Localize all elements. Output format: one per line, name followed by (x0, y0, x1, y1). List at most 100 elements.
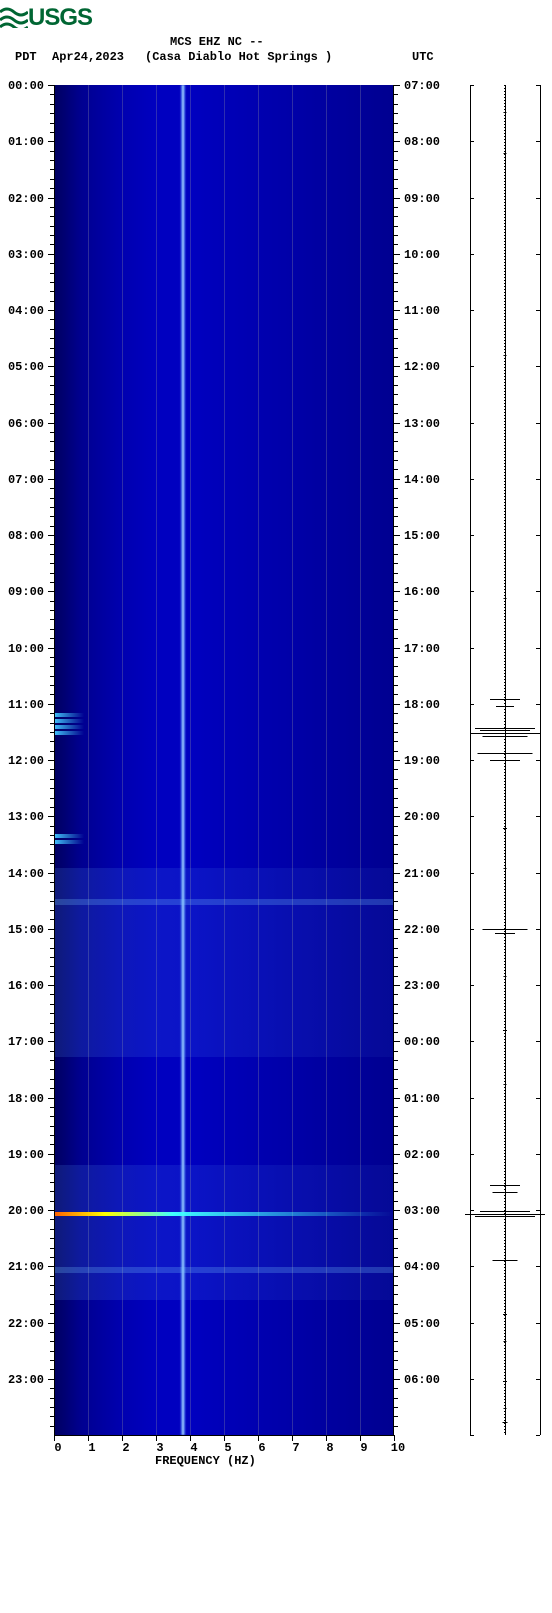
right-hour-tick (394, 1210, 400, 1211)
amp-noise (504, 1411, 506, 1412)
right-hour-label: 03:00 (404, 1204, 440, 1218)
amp-noise (504, 316, 506, 317)
amp-noise (504, 415, 506, 416)
amp-hour-tick (470, 929, 474, 930)
amp-noise (504, 850, 506, 851)
right-hour-label: 13:00 (404, 417, 440, 431)
left-minor-tick (50, 1426, 54, 1427)
right-minor-tick (394, 348, 398, 349)
amp-noise (504, 430, 506, 431)
amp-noise (504, 811, 506, 812)
amp-noise (504, 1051, 506, 1052)
amp-noise (504, 904, 506, 905)
left-hour-label: 06:00 (2, 417, 44, 431)
right-hour-label: 23:00 (404, 979, 440, 993)
amp-noise (504, 124, 506, 125)
amp-noise (504, 520, 506, 521)
amp-noise (504, 670, 506, 671)
amp-noise (504, 457, 506, 458)
amp-spike (504, 1341, 507, 1342)
right-minor-tick (394, 516, 398, 517)
amp-noise (504, 1072, 506, 1073)
left-minor-tick (50, 1163, 54, 1164)
amp-spike (503, 1030, 507, 1031)
right-hour-tick (394, 535, 400, 536)
left-hour-label: 21:00 (2, 1260, 44, 1274)
amp-noise (504, 637, 506, 638)
amp-noise (504, 463, 506, 464)
left-hour-label: 11:00 (2, 698, 44, 712)
left-hour-label: 04:00 (2, 304, 44, 318)
amp-hour-tick (470, 1210, 474, 1211)
amp-noise (504, 499, 506, 500)
right-minor-tick (394, 938, 398, 939)
amp-hour-tick (536, 873, 540, 874)
amp-noise (504, 1075, 506, 1076)
amp-noise (504, 448, 506, 449)
amp-noise (504, 1261, 506, 1262)
right-hour-tick (394, 310, 400, 311)
amp-noise (504, 916, 506, 917)
left-minor-tick (50, 460, 54, 461)
amp-noise (504, 1432, 506, 1433)
amp-noise (504, 271, 506, 272)
left-minor-tick (50, 976, 54, 977)
amp-noise (504, 1327, 506, 1328)
amp-spike (504, 112, 507, 113)
amp-noise (504, 352, 506, 353)
amp-noise (504, 190, 506, 191)
amp-noise (504, 274, 506, 275)
amp-noise (504, 268, 506, 269)
amp-noise (504, 862, 506, 863)
amp-noise (504, 829, 506, 830)
amp-noise (504, 331, 506, 332)
left-minor-tick (50, 273, 54, 274)
amp-noise (504, 1222, 506, 1223)
right-minor-tick (394, 1285, 398, 1286)
seismic-event-lowfreq (54, 834, 84, 838)
right-hour-tick (394, 198, 400, 199)
left-hour-tick (48, 1098, 54, 1099)
amp-noise (504, 241, 506, 242)
amp-noise (504, 289, 506, 290)
amp-noise (504, 688, 506, 689)
left-hour-label: 17:00 (2, 1035, 44, 1049)
right-minor-tick (394, 732, 398, 733)
amp-noise (504, 1144, 506, 1145)
amp-hour-tick (470, 310, 474, 311)
left-hour-tick (48, 985, 54, 986)
left-minor-tick (50, 788, 54, 789)
left-minor-tick (50, 1285, 54, 1286)
amp-noise (504, 541, 506, 542)
x-axis-title: FREQUENCY (HZ) (155, 1454, 256, 1468)
left-minor-tick (50, 526, 54, 527)
amp-spike (483, 736, 528, 737)
seismic-event-bright (54, 1212, 394, 1216)
amp-noise (504, 220, 506, 221)
amp-noise (504, 778, 506, 779)
amp-noise (504, 1255, 506, 1256)
amp-noise (504, 1225, 506, 1226)
right-hour-label: 00:00 (404, 1035, 440, 1049)
right-minor-tick (394, 544, 398, 545)
left-minor-tick (50, 1248, 54, 1249)
amp-noise (504, 1024, 506, 1025)
right-hour-tick (394, 85, 400, 86)
amp-noise (504, 961, 506, 962)
amp-noise (504, 709, 506, 710)
right-minor-tick (394, 1060, 398, 1061)
amp-noise (504, 550, 506, 551)
seismic-event-lowfreq (54, 725, 84, 729)
right-minor-tick (394, 169, 398, 170)
right-hour-tick (394, 760, 400, 761)
right-minor-tick (394, 1173, 398, 1174)
amp-noise (504, 478, 506, 479)
amp-noise (504, 1228, 506, 1229)
amp-hour-tick (470, 873, 474, 874)
amp-noise (504, 1018, 506, 1019)
right-minor-tick (394, 216, 398, 217)
right-minor-tick (394, 338, 398, 339)
right-hour-tick (394, 1154, 400, 1155)
amp-noise (504, 181, 506, 182)
amp-spike (504, 598, 507, 599)
